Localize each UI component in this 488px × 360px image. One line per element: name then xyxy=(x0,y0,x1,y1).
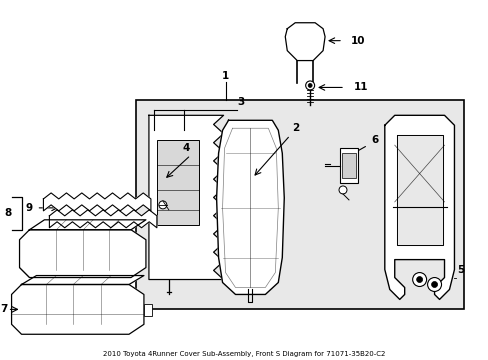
Polygon shape xyxy=(12,284,143,334)
Text: 6: 6 xyxy=(371,135,378,145)
Text: 11: 11 xyxy=(353,82,367,93)
Text: 3: 3 xyxy=(237,97,244,107)
Circle shape xyxy=(412,273,426,287)
Text: 2010 Toyota 4Runner Cover Sub-Assembly, Front S Diagram for 71071-35B20-C2: 2010 Toyota 4Runner Cover Sub-Assembly, … xyxy=(103,351,385,357)
Polygon shape xyxy=(49,210,157,228)
Text: 2: 2 xyxy=(292,123,299,133)
Bar xyxy=(136,100,464,309)
Circle shape xyxy=(427,278,441,292)
Text: 9: 9 xyxy=(26,203,33,213)
Circle shape xyxy=(159,201,166,209)
Polygon shape xyxy=(285,23,325,60)
Polygon shape xyxy=(216,120,284,294)
Bar xyxy=(157,140,198,225)
Bar xyxy=(341,153,355,178)
Circle shape xyxy=(338,186,346,194)
Circle shape xyxy=(305,81,314,90)
Bar xyxy=(143,305,152,316)
Circle shape xyxy=(431,282,437,288)
Polygon shape xyxy=(43,193,151,211)
Text: 1: 1 xyxy=(222,72,229,81)
Polygon shape xyxy=(396,135,442,245)
Polygon shape xyxy=(20,230,145,278)
Text: 10: 10 xyxy=(350,36,365,46)
Polygon shape xyxy=(29,220,145,230)
Text: 7: 7 xyxy=(0,305,7,314)
Circle shape xyxy=(307,84,311,87)
Text: 5: 5 xyxy=(456,265,464,275)
Polygon shape xyxy=(384,115,453,300)
Bar xyxy=(339,148,357,183)
Text: 8: 8 xyxy=(4,208,11,218)
Polygon shape xyxy=(149,115,223,279)
Circle shape xyxy=(416,276,422,283)
Text: 4: 4 xyxy=(182,143,189,153)
Polygon shape xyxy=(21,275,143,284)
